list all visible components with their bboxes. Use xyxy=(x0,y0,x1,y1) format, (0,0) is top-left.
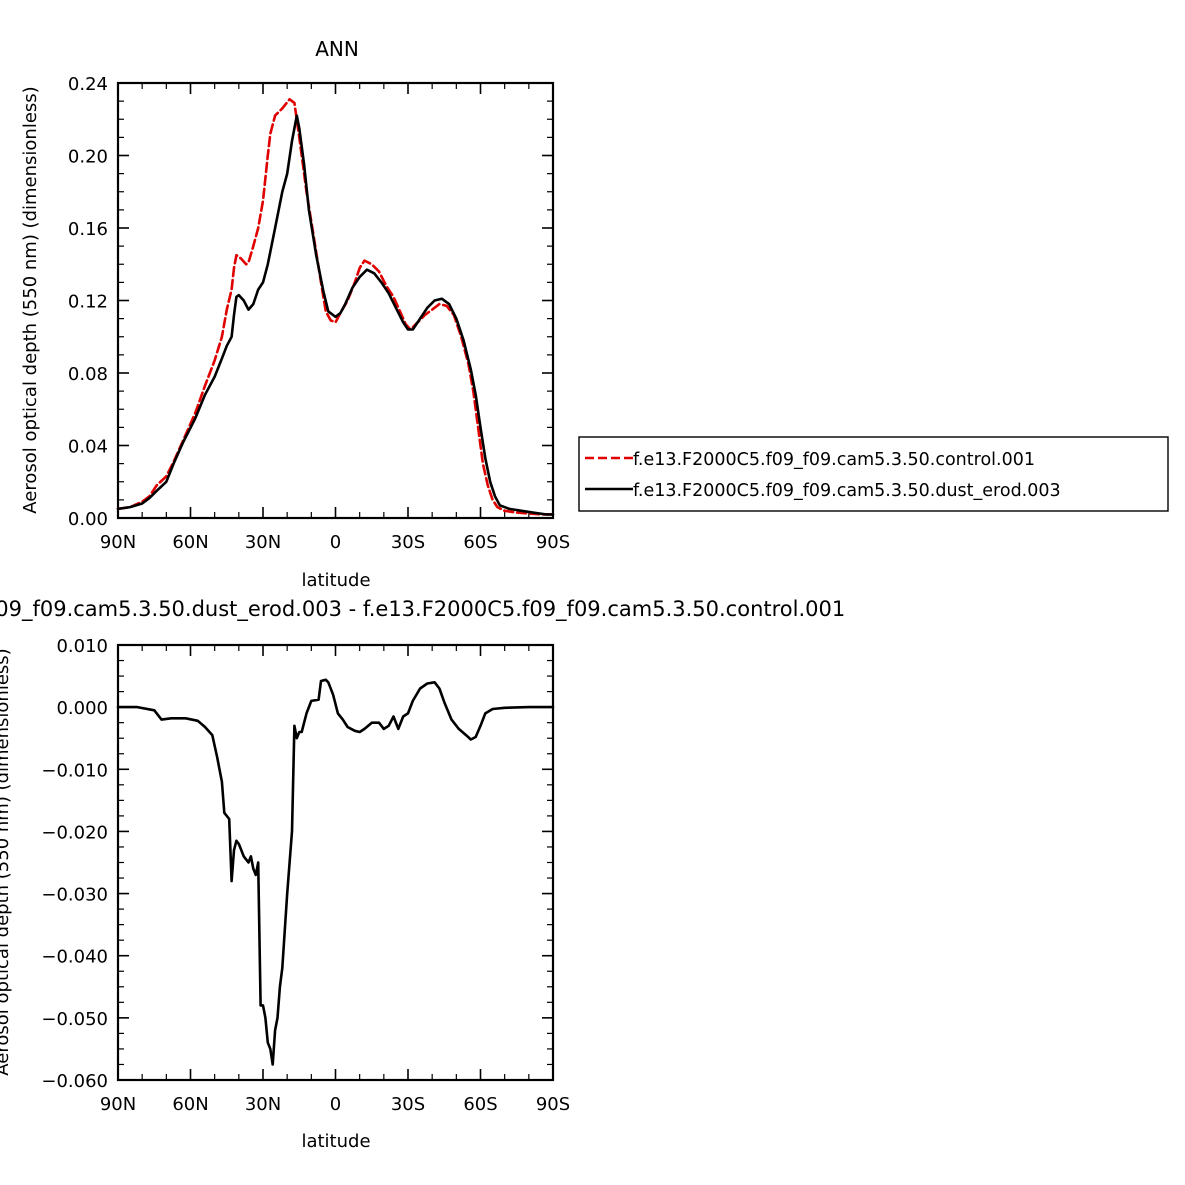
p2-x-tick-label: 0 xyxy=(330,1094,341,1115)
p1-y-tick-label: 0.00 xyxy=(68,509,108,530)
p2-x-tick-label: 30N xyxy=(245,1094,281,1115)
panel-mean-aod: ANN 90N 60N 30N 0 30S 60S 90S 0.00 0.04 0.08 0.12 0… xyxy=(20,37,570,591)
p1-x-tick-label: 90S xyxy=(536,532,570,553)
panel1-x-axis-label: latitude xyxy=(301,570,370,591)
panel1-y-axis-label: Aerosol optical depth (550 nm) (dimensio… xyxy=(20,86,41,513)
p2-y-tick-label: 0.000 xyxy=(56,698,108,719)
panel2-title: f.e13.F2000C5.f09_f09.cam5.3.50.dust_ero… xyxy=(0,597,845,622)
p1-series-line-0 xyxy=(116,98,555,516)
p2-y-tick-label: −0.050 xyxy=(41,1009,108,1030)
legend-label-control: f.e13.F2000C5.f09_f09.cam5.3.50.control.… xyxy=(633,450,1035,470)
p2-y-tick-label: −0.030 xyxy=(41,885,108,906)
panel2-lines xyxy=(116,678,555,1066)
panel1-ticks: 90N 60N 30N 0 30S 60S 90S 0.00 0.04 0.08 0.12 0.16 0… xyxy=(68,74,570,553)
panel2-ticks: 90N 60N 30N 0 30S 60S 90S 0.010 0.000 −0.010 −0.02… xyxy=(41,636,570,1115)
legend: f.e13.F2000C5.f09_f09.cam5.3.50.control.… xyxy=(578,436,1169,512)
p1-y-tick-label: 0.08 xyxy=(68,364,108,385)
p2-y-tick-label: −0.040 xyxy=(41,947,108,968)
p2-x-tick-label: 60N xyxy=(172,1094,208,1115)
p1-x-tick-label: 0 xyxy=(330,532,341,553)
p2-x-tick-label: 90S xyxy=(536,1094,570,1115)
panel1-plot-frame xyxy=(116,81,555,520)
p1-y-tick-label: 0.24 xyxy=(68,74,108,95)
p2-y-tick-label: −0.020 xyxy=(41,822,108,843)
panel-difference: f.e13.F2000C5.f09_f09.cam5.3.50.dust_ero… xyxy=(0,597,845,1152)
p1-y-tick-label: 0.16 xyxy=(68,219,108,240)
p1-y-tick-label: 0.20 xyxy=(68,147,108,168)
p2-y-tick-label: −0.060 xyxy=(41,1071,108,1092)
p2-y-tick-label: −0.010 xyxy=(41,760,108,781)
legend-box xyxy=(578,436,1169,512)
p1-x-tick-label: 60N xyxy=(172,532,208,553)
panel1-lines xyxy=(116,98,555,516)
p2-series-line-0 xyxy=(116,678,555,1066)
p1-x-tick-label: 90N xyxy=(100,532,136,553)
panel2-x-axis-label: latitude xyxy=(301,1131,370,1152)
p2-x-tick-label: 60S xyxy=(463,1094,497,1115)
p1-x-tick-label: 60S xyxy=(463,532,497,553)
p2-y-tick-label: 0.010 xyxy=(56,636,108,657)
p1-x-tick-label: 30N xyxy=(245,532,281,553)
p1-x-tick-label: 30S xyxy=(391,532,425,553)
legend-label-dust-erod: f.e13.F2000C5.f09_f09.cam5.3.50.dust_ero… xyxy=(633,481,1061,501)
p2-x-tick-label: 90N xyxy=(100,1094,136,1115)
p1-y-tick-label: 0.12 xyxy=(68,292,108,313)
panel1-title: ANN xyxy=(315,37,359,61)
p2-x-tick-label: 30S xyxy=(391,1094,425,1115)
p1-y-tick-label: 0.04 xyxy=(68,437,108,458)
panel2-plot-frame xyxy=(116,643,555,1082)
panel2-y-axis-label: Aerosol optical depth (550 nm) (dimensio… xyxy=(0,648,13,1075)
p1-series-line-1 xyxy=(116,114,555,516)
